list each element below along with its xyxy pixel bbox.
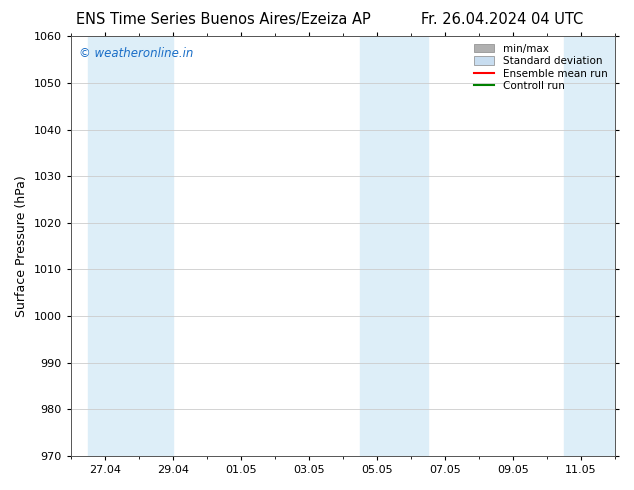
Bar	[564, 36, 615, 456]
Bar	[359, 36, 428, 456]
Y-axis label: Surface Pressure (hPa): Surface Pressure (hPa)	[15, 175, 28, 317]
Text: Fr. 26.04.2024 04 UTC: Fr. 26.04.2024 04 UTC	[421, 12, 583, 27]
Legend: min/max, Standard deviation, Ensemble mean run, Controll run: min/max, Standard deviation, Ensemble me…	[472, 42, 610, 94]
Bar	[87, 36, 172, 456]
Text: ENS Time Series Buenos Aires/Ezeiza AP: ENS Time Series Buenos Aires/Ezeiza AP	[76, 12, 371, 27]
Text: © weatheronline.in: © weatheronline.in	[79, 47, 193, 60]
